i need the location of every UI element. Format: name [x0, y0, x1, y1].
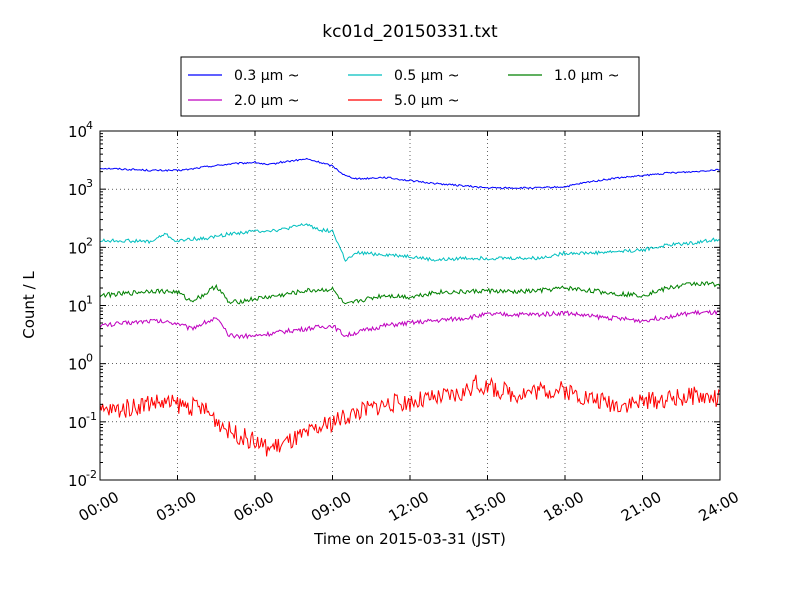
- y-tick-base: 10: [68, 239, 87, 257]
- series-line-0: [99, 157, 721, 190]
- y-tick-label: 10-1: [68, 410, 97, 432]
- y-tick-exponent: 1: [86, 294, 93, 307]
- series-line-1: [99, 223, 721, 262]
- series-line-3: [99, 309, 721, 340]
- y-axis-label: Count / L: [20, 271, 38, 339]
- y-tick-exponent: 4: [86, 119, 93, 132]
- legend-label: 1.0 μm ~: [554, 68, 619, 84]
- legend-box: [180, 56, 640, 117]
- y-tick-label: 104: [68, 119, 93, 141]
- y-tick-base: 10: [68, 298, 87, 316]
- series-line-4: [99, 374, 721, 457]
- y-tick-base: 10: [68, 414, 87, 432]
- legend-item-3: 2.0 μm ~: [188, 93, 299, 109]
- y-tick-exponent: -2: [86, 468, 97, 481]
- legend-label: 2.0 μm ~: [234, 93, 299, 109]
- legend-label: 5.0 μm ~: [394, 93, 459, 109]
- legend-item-2: 1.0 μm ~: [508, 68, 619, 84]
- y-tick-exponent: 3: [86, 177, 93, 190]
- y-tick-label: 102: [68, 235, 93, 257]
- y-tick-base: 10: [68, 181, 87, 199]
- y-tick-exponent: -1: [86, 410, 97, 423]
- legend: 0.3 μm ~ 0.5 μm ~ 1.0 μm ~ 2.0 μm ~ 5.0 μm ~: [180, 56, 640, 117]
- y-tick-base: 10: [68, 123, 87, 141]
- x-axis-label: Time on 2015-03-31 (JST): [313, 530, 506, 548]
- legend-items: 0.3 μm ~ 0.5 μm ~ 1.0 μm ~ 2.0 μm ~ 5.0 μm ~: [188, 68, 619, 109]
- y-tick-exponent: 0: [86, 352, 93, 365]
- chart-title: kc01d_20150331.txt: [322, 22, 498, 42]
- y-tick-label: 103: [68, 177, 93, 199]
- y-tick-exponent: 2: [86, 235, 93, 248]
- legend-label: 0.3 μm ~: [234, 68, 299, 84]
- y-tick-label: 101: [68, 294, 93, 316]
- series-line-2: [99, 281, 721, 305]
- y-tick-label: 100: [68, 352, 93, 374]
- legend-item-0: 0.3 μm ~: [188, 68, 299, 84]
- legend-item-4: 5.0 μm ~: [348, 93, 459, 109]
- y-tick-base: 10: [68, 472, 87, 490]
- series-layer: [99, 157, 721, 457]
- y-tick-label: 10-2: [68, 468, 97, 490]
- axis-ticks: [99, 130, 721, 481]
- legend-label: 0.5 μm ~: [394, 68, 459, 84]
- legend-item-1: 0.5 μm ~: [348, 68, 459, 84]
- y-tick-base: 10: [68, 356, 87, 374]
